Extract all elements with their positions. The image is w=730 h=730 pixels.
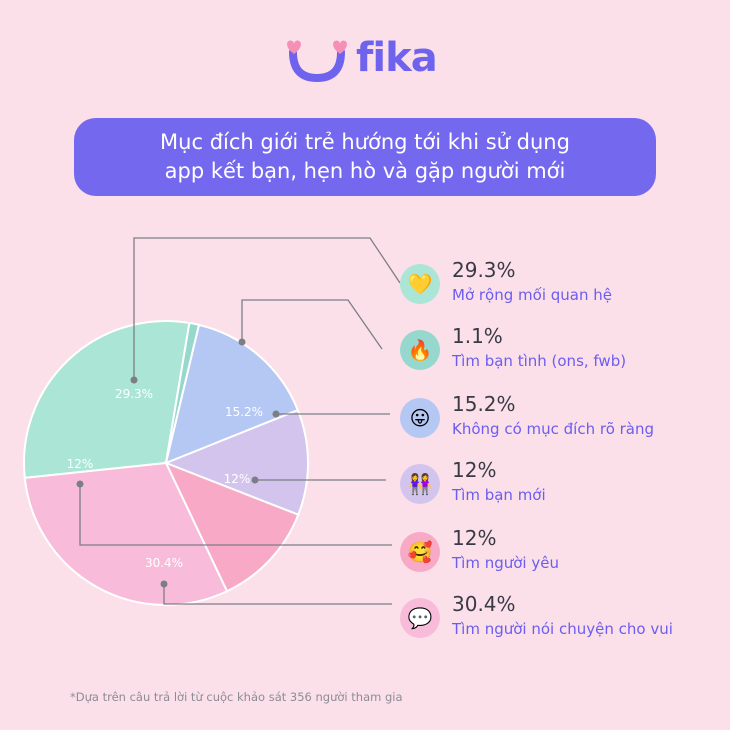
leader-dot bbox=[251, 476, 259, 484]
chart-title-line-1: Mục đích giới trẻ hướng tới khi sử dụng bbox=[160, 130, 570, 154]
leader-dot bbox=[272, 410, 280, 418]
legend-percent: 30.4% bbox=[452, 592, 516, 616]
pie-slice bbox=[164, 323, 300, 465]
leader-line bbox=[241, 299, 383, 350]
legend-label: Tìm bạn mới bbox=[452, 486, 546, 504]
leader-dot bbox=[160, 580, 168, 588]
brand-name: fika bbox=[356, 35, 438, 81]
pie-slice bbox=[23, 320, 191, 479]
legend-label: Tìm người yêu bbox=[452, 554, 559, 572]
two-women-icon: 👭 bbox=[400, 464, 440, 504]
fire-icon: 🔥 bbox=[400, 330, 440, 370]
chart-title: Mục đích giới trẻ hướng tới khi sử dụng … bbox=[74, 118, 656, 196]
leader-line bbox=[163, 584, 392, 605]
slice-data-label: 30.4% bbox=[145, 556, 183, 570]
chart-title-line-2: app kết bạn, hẹn hò và gặp người mới bbox=[164, 159, 566, 183]
legend-label: Tìm bạn tình (ons, fwb) bbox=[452, 352, 627, 370]
leader-dot bbox=[238, 338, 246, 346]
leader-dot bbox=[130, 376, 138, 384]
slice-data-label: 12% bbox=[224, 472, 251, 486]
pie-slice bbox=[23, 461, 229, 606]
leader-line bbox=[133, 237, 401, 380]
speech-bubble-icon: 💬 bbox=[400, 598, 440, 638]
pie-slice bbox=[164, 461, 300, 593]
leader-line bbox=[79, 484, 392, 546]
footnote: *Dựa trên câu trả lời từ cuộc khảo sát 3… bbox=[70, 690, 403, 704]
slice-data-label: 12% bbox=[67, 457, 94, 471]
slice-data-label: 29.3% bbox=[115, 387, 153, 401]
tongue-face-icon: 😛 bbox=[400, 398, 440, 438]
smiling-hearts-face-icon: 🥰 bbox=[400, 532, 440, 572]
legend-percent: 29.3% bbox=[452, 258, 516, 282]
leader-dot bbox=[76, 480, 84, 488]
legend-percent: 12% bbox=[452, 458, 497, 482]
legend-percent: 1.1% bbox=[452, 324, 503, 348]
legend-label: Tìm người nói chuyện cho vui bbox=[452, 620, 673, 638]
pie-slice bbox=[163, 408, 309, 517]
yellow-heart-icon: 💛 bbox=[400, 264, 440, 304]
fika-logo-mark bbox=[287, 40, 347, 83]
slice-data-label: 15.2% bbox=[225, 405, 263, 419]
legend-label: Mở rộng mối quan hệ bbox=[452, 286, 612, 304]
legend-percent: 15.2% bbox=[452, 392, 516, 416]
legend-label: Không có mục đích rõ ràng bbox=[452, 420, 655, 438]
legend-percent: 12% bbox=[452, 526, 497, 550]
